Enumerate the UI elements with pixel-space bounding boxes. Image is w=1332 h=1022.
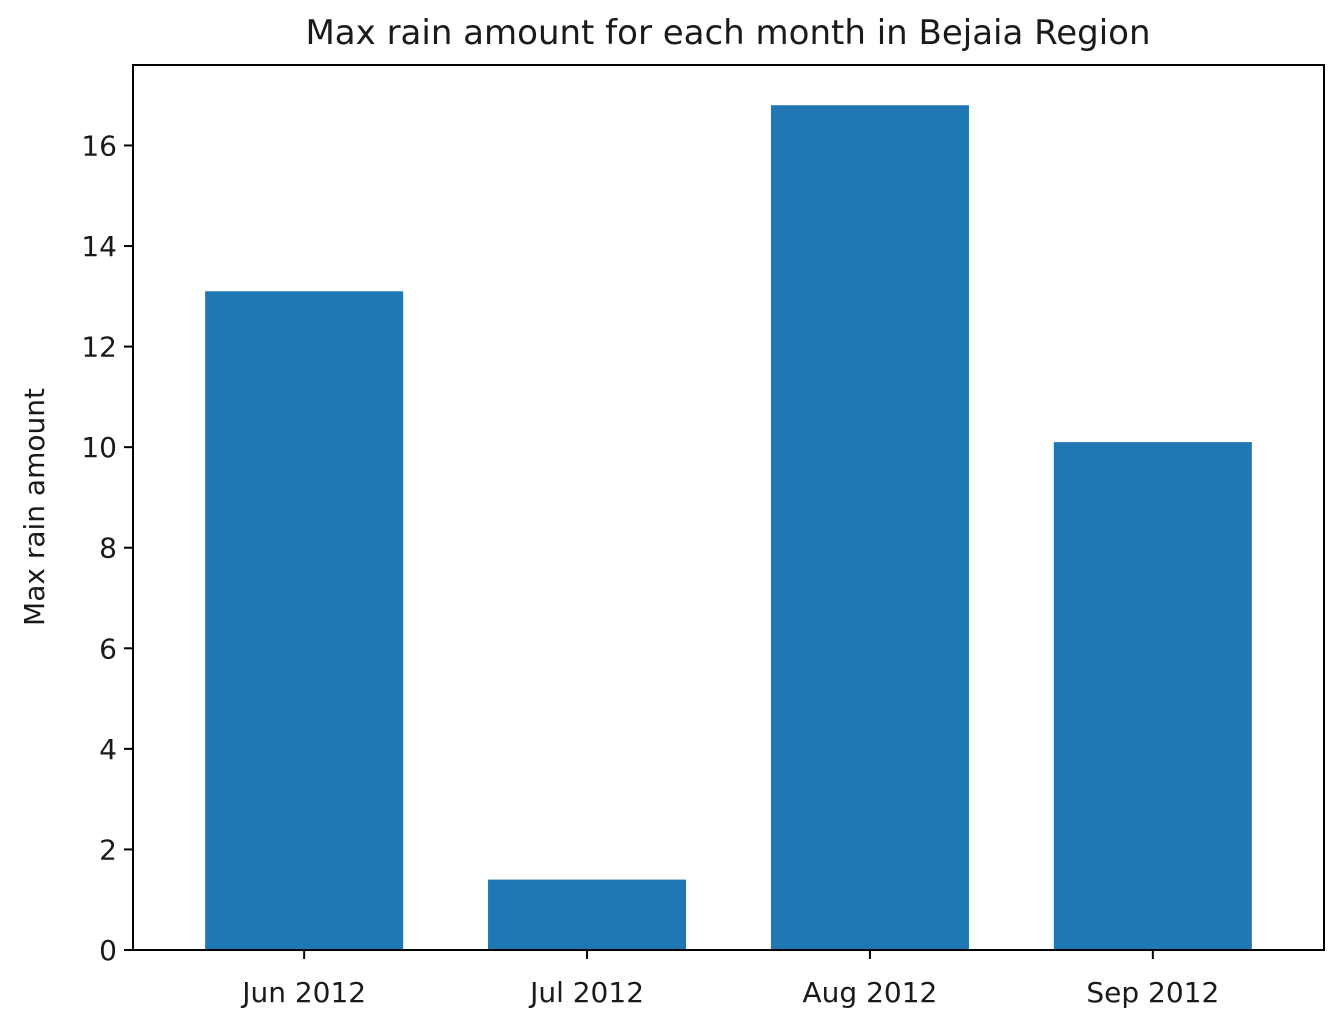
y-tick-label: 4 — [99, 733, 117, 766]
x-tick-label: Sep 2012 — [1086, 976, 1219, 1009]
chart-title: Max rain amount for each month in Bejaia… — [305, 13, 1150, 53]
plot-frame — [132, 64, 1325, 951]
x-tick-label: Aug 2012 — [803, 976, 938, 1009]
y-tick-label: 8 — [99, 532, 117, 565]
bar-jul-2012 — [488, 879, 687, 950]
x-tick-label: Jun 2012 — [240, 976, 366, 1009]
y-tick-label: 10 — [81, 431, 117, 464]
y-tick-label: 0 — [99, 934, 117, 967]
y-tick-label: 16 — [81, 129, 117, 162]
y-axis-title: Max rain amount — [18, 388, 51, 626]
bar-sep-2012 — [1053, 442, 1252, 950]
bars-group — [205, 105, 1252, 950]
y-ticks-group: 0 2 4 6 8 10 12 14 16 — [81, 129, 133, 967]
x-ticks-group: Jun 2012 Jul 2012 Aug 2012 Sep 2012 — [240, 950, 1219, 1009]
x-tick-label: Jul 2012 — [528, 976, 644, 1009]
bar-aug-2012 — [770, 105, 969, 950]
y-tick-label: 14 — [81, 230, 117, 263]
bar-jun-2012 — [205, 291, 404, 950]
y-tick-label: 2 — [99, 833, 117, 866]
y-tick-label: 12 — [81, 331, 117, 364]
y-tick-label: 6 — [99, 632, 117, 665]
